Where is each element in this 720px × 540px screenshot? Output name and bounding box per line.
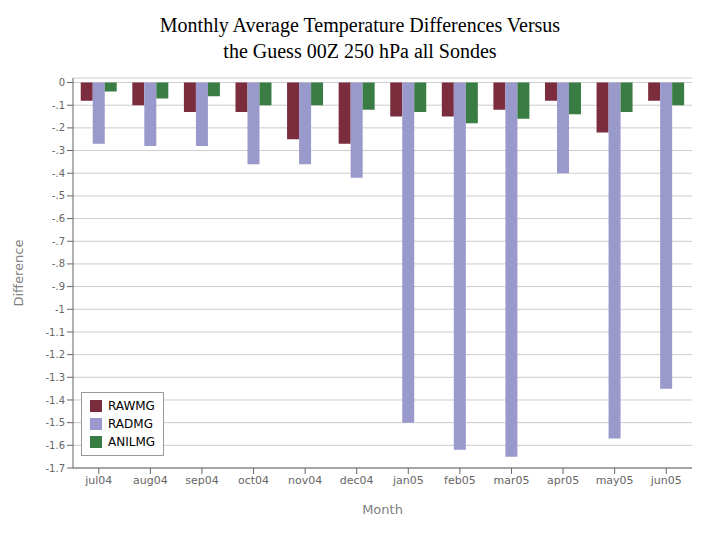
svg-text:-.3: -.3 <box>52 145 65 156</box>
svg-text:-1.5: -1.5 <box>45 417 65 428</box>
svg-text:-.6: -.6 <box>52 213 65 224</box>
svg-text:Difference: Difference <box>11 239 26 306</box>
svg-text:jun05: jun05 <box>650 474 682 487</box>
svg-text:nov04: nov04 <box>288 474 322 487</box>
svg-text:-.5: -.5 <box>52 190 65 201</box>
svg-text:-.2: -.2 <box>52 122 65 133</box>
svg-text:-1.2: -1.2 <box>45 349 65 360</box>
svg-text:oct04: oct04 <box>238 474 269 487</box>
svg-text:jan05: jan05 <box>392 474 424 487</box>
svg-text:-.1: -.1 <box>52 100 65 111</box>
svg-text:Month: Month <box>362 502 403 517</box>
svg-text:sep04: sep04 <box>185 474 218 487</box>
svg-text:feb05: feb05 <box>444 474 476 487</box>
svg-text:-1.3: -1.3 <box>45 372 65 383</box>
html-text:RAWMG: RAWMG <box>108 399 155 413</box>
html-text:Monthly Average Temperature Di: Monthly Average Temperature Differences … <box>159 14 561 36</box>
svg-text:may05: may05 <box>596 474 634 487</box>
svg-text:-1.1: -1.1 <box>45 327 65 338</box>
svg-text:apr05: apr05 <box>547 474 579 487</box>
svg-text:-.7: -.7 <box>52 236 65 247</box>
html-text:RADMG: RADMG <box>108 417 153 431</box>
svg-text:-1.7: -1.7 <box>45 463 65 474</box>
svg-text:-.8: -.8 <box>52 258 65 269</box>
svg-text:-1.6: -1.6 <box>45 440 65 451</box>
html-text:the Guess 00Z 250 hPa all Sond: the Guess 00Z 250 hPa all Sondes <box>223 40 497 62</box>
svg-text:-1.4: -1.4 <box>45 395 65 406</box>
svg-text:jul04: jul04 <box>84 474 112 487</box>
svg-text:dec04: dec04 <box>340 474 374 487</box>
svg-text:aug04: aug04 <box>133 474 168 487</box>
svg-text:-1: -1 <box>55 304 65 315</box>
svg-text:-.4: -.4 <box>52 168 65 179</box>
html-text:ANILMG: ANILMG <box>108 435 156 449</box>
svg-text:-.9: -.9 <box>52 281 65 292</box>
svg-text:0: 0 <box>59 77 65 88</box>
svg-text:mar05: mar05 <box>493 474 529 487</box>
